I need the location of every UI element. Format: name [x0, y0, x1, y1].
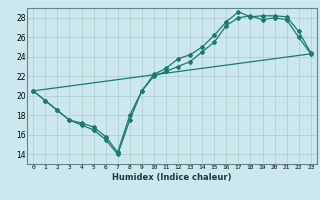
X-axis label: Humidex (Indice chaleur): Humidex (Indice chaleur)	[112, 173, 232, 182]
